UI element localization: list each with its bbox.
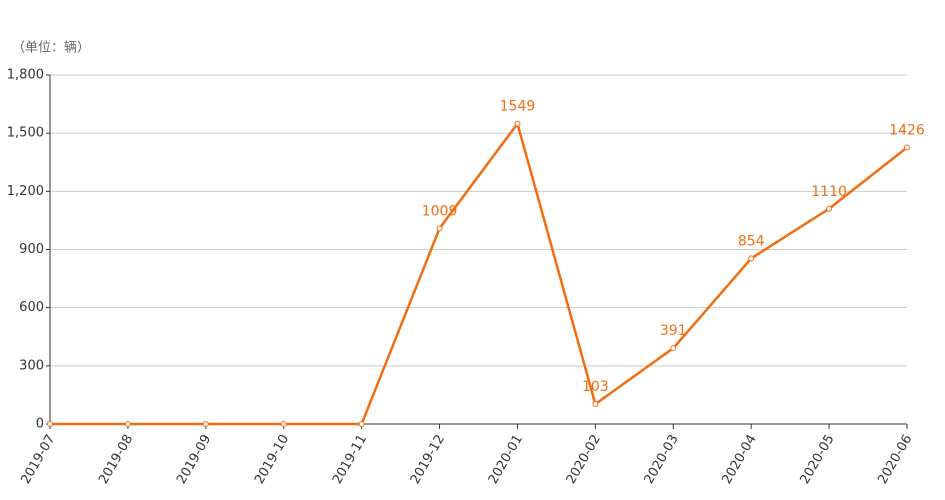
- unit-label: （单位：辆）: [12, 41, 90, 56]
- y-tick-label: 1,200: [7, 184, 44, 199]
- data-point: [358, 421, 365, 427]
- data-point: [592, 401, 599, 408]
- data-point: [47, 421, 53, 427]
- data-point: [280, 421, 287, 427]
- data-label: 1110: [811, 184, 847, 200]
- x-tick-label: 2020-06: [875, 432, 915, 487]
- y-tick-label: 300: [19, 358, 44, 373]
- x-tick-label: 2019-12: [408, 432, 448, 487]
- data-label: 1009: [422, 203, 458, 219]
- x-tick-label: 2019-11: [330, 432, 370, 487]
- x-tick-label: 2020-01: [486, 432, 526, 487]
- data-point: [202, 421, 209, 427]
- data-point: [514, 120, 521, 127]
- data-label: 103: [582, 379, 609, 395]
- data-point: [826, 205, 833, 212]
- x-tick-label: 2019-09: [174, 432, 214, 487]
- data-label: 854: [738, 233, 765, 249]
- x-tick-label: 2019-07: [18, 432, 58, 487]
- y-tick-label: 1,800: [7, 68, 44, 83]
- x-tick-label: 2020-04: [720, 432, 760, 487]
- y-tick-label: 0: [36, 417, 44, 432]
- x-tick-label: 2020-03: [642, 432, 682, 487]
- x-tick-label: 2020-05: [797, 432, 837, 487]
- data-point: [124, 421, 131, 427]
- data-label: 1426: [889, 123, 925, 139]
- data-label: 1549: [500, 99, 536, 115]
- data-point: [670, 345, 677, 352]
- data-line: [50, 120, 908, 426]
- y-tick-label: 900: [19, 242, 44, 257]
- data-point: [436, 225, 443, 232]
- data-point: [748, 255, 755, 262]
- y-tick-label: 600: [19, 300, 44, 315]
- x-tick-label: 2019-08: [96, 432, 136, 487]
- x-tick-label: 2020-02: [564, 432, 604, 487]
- data-point: [904, 144, 910, 151]
- y-tick-label: 1,500: [7, 126, 44, 141]
- data-label: 391: [660, 323, 687, 339]
- x-tick-label: 2019-10: [252, 432, 292, 487]
